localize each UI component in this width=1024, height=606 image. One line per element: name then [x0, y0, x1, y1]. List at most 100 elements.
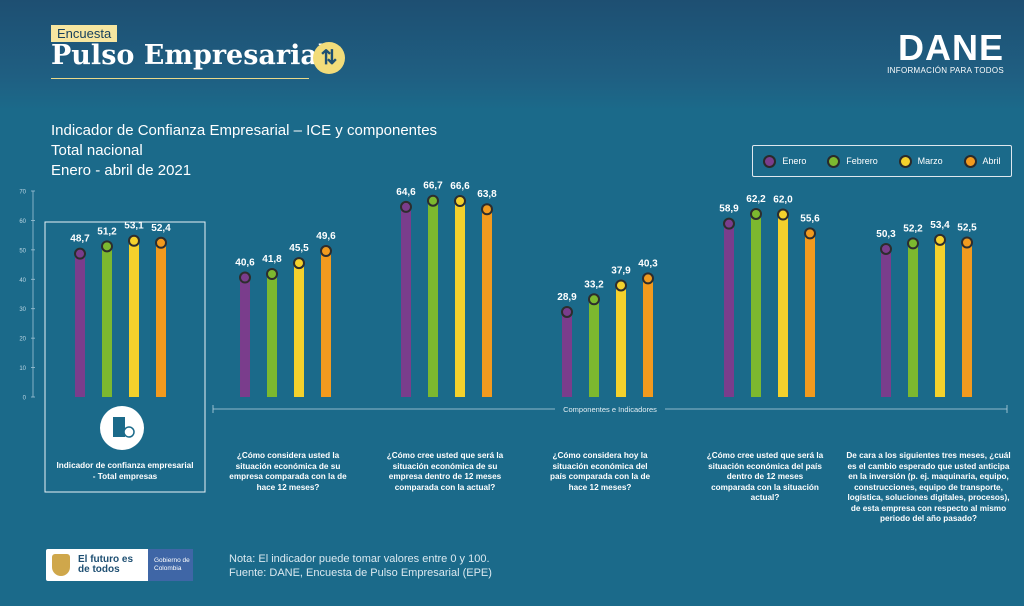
- y-tick-label: 40: [19, 278, 26, 284]
- data-label: 45,5: [289, 243, 309, 254]
- bar-marker: [615, 279, 627, 292]
- bar-marker: [266, 267, 278, 280]
- components-axis-label: Componentes e Indicadores: [563, 405, 657, 414]
- bar-marker: [934, 233, 946, 246]
- data-label: 41,8: [262, 254, 282, 265]
- y-tick-label: 60: [19, 219, 26, 225]
- building-icon-shape: [113, 417, 125, 437]
- chart-title-line3: Enero - abril de 2021: [51, 162, 192, 179]
- category-label: Indicador de confianza empresarial - Tot…: [56, 461, 194, 481]
- brand-underline: [51, 78, 309, 79]
- chart-title-line2: Total nacional: [51, 142, 143, 159]
- bar: [616, 285, 626, 397]
- bar: [321, 251, 331, 397]
- bar-marker: [454, 195, 466, 208]
- bar: [962, 242, 972, 397]
- chart-title: Indicador de Confianza Empresarial – ICE…: [51, 121, 437, 181]
- data-label: 64,6: [396, 187, 416, 198]
- bar-marker: [561, 305, 573, 318]
- bar: [75, 253, 85, 397]
- data-label: 53,4: [930, 220, 950, 231]
- category-label: ¿Cómo considera usted la situación econó…: [229, 451, 347, 492]
- bar-marker: [777, 208, 789, 221]
- bar: [751, 213, 761, 397]
- dane-logo: DANE INFORMACIÓN PARA TODOS: [887, 27, 1004, 76]
- data-label: 63,8: [477, 189, 497, 200]
- legend-label: Febrero: [846, 156, 878, 166]
- total-group-box: [44, 221, 206, 493]
- bar: [778, 214, 788, 397]
- government-slogan: El futuro es de todos: [78, 554, 134, 575]
- bar: [724, 223, 734, 397]
- data-label: 62,2: [746, 194, 766, 205]
- bar-marker: [293, 257, 305, 270]
- bar: [643, 278, 653, 397]
- data-label: 52,5: [957, 223, 977, 234]
- bar: [294, 263, 304, 397]
- dane-logo-slogan: INFORMACIÓN PARA TODOS: [887, 66, 1004, 75]
- data-label: 50,3: [876, 229, 896, 240]
- chart-title-line1: Indicador de Confianza Empresarial – ICE…: [51, 122, 438, 139]
- bar-marker: [804, 227, 816, 240]
- data-label: 53,1: [124, 221, 144, 232]
- bar-marker: [239, 271, 251, 284]
- colombia-shield-icon: [52, 554, 70, 576]
- legend-swatch: [963, 154, 977, 168]
- data-label: 28,9: [557, 292, 577, 303]
- footnote: Nota: El indicador puede tomar valores e…: [229, 552, 492, 580]
- category-label: De cara a los siguientes tres meses, ¿cu…: [846, 451, 1011, 523]
- bar: [589, 299, 599, 397]
- y-tick-label: 0: [23, 396, 27, 402]
- bar-marker: [128, 234, 140, 247]
- bar: [401, 206, 411, 397]
- bar: [908, 243, 918, 397]
- note-text: El indicador puede tomar valores entre 0…: [258, 553, 490, 565]
- header-band: [0, 0, 1024, 110]
- bar-marker: [320, 245, 332, 258]
- data-label: 66,7: [423, 181, 443, 192]
- bar-marker: [750, 207, 762, 220]
- y-tick-label: 50: [19, 248, 26, 254]
- bar-marker: [155, 236, 167, 249]
- data-label: 40,3: [638, 258, 658, 269]
- data-label: 49,6: [316, 231, 336, 242]
- data-label: 66,6: [450, 181, 470, 192]
- legend-swatch: [763, 154, 777, 168]
- bar: [562, 311, 572, 397]
- bar: [102, 246, 112, 397]
- data-label: 62,0: [773, 195, 793, 206]
- data-label: 33,2: [584, 279, 604, 290]
- legend-label: Abril: [982, 156, 1001, 166]
- government-name: Gobierno de Colombia: [148, 549, 193, 581]
- bar-marker: [427, 194, 439, 207]
- bar-marker: [880, 242, 892, 255]
- y-tick-label: 20: [19, 337, 26, 343]
- source-label: Fuente:: [229, 567, 267, 579]
- note-label: Nota:: [229, 553, 256, 565]
- bar: [240, 277, 250, 397]
- data-label: 52,4: [151, 223, 171, 234]
- bar: [129, 240, 139, 397]
- components-axis-label-bg: [555, 403, 665, 415]
- legend-swatch: [898, 154, 912, 168]
- bar: [805, 233, 815, 397]
- legend-item: Abril: [963, 154, 1001, 168]
- bar-marker: [588, 293, 600, 306]
- bar: [156, 242, 166, 397]
- y-tick-label: 30: [19, 307, 26, 313]
- survey-brand: Pulso Empresarial: [51, 40, 329, 71]
- person-icon: [123, 426, 135, 438]
- bar-marker: [907, 237, 919, 250]
- bar: [935, 239, 945, 397]
- data-label: 52,2: [903, 223, 923, 234]
- bar: [267, 273, 277, 397]
- bar-marker: [642, 272, 654, 285]
- legend-item: Enero: [763, 154, 806, 168]
- category-label: ¿Cómo cree usted que será la situación e…: [706, 451, 824, 502]
- bar-marker: [723, 217, 735, 230]
- bar: [482, 209, 492, 397]
- bar-marker: [481, 203, 493, 216]
- dane-logo-text: DANE: [897, 27, 1004, 68]
- bar-marker: [400, 200, 412, 213]
